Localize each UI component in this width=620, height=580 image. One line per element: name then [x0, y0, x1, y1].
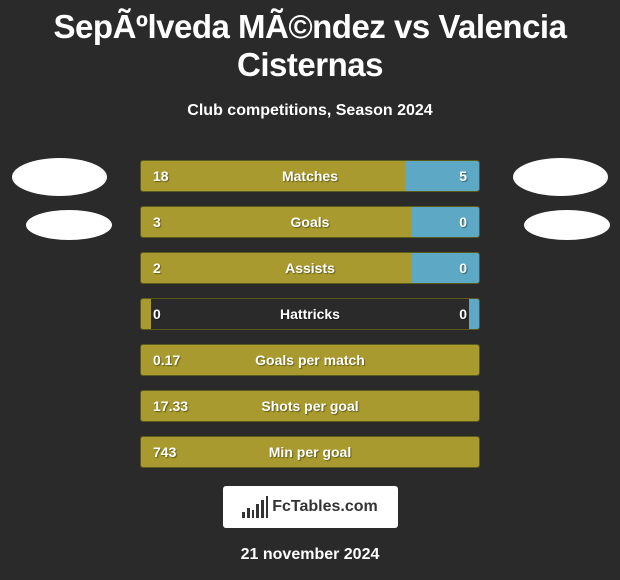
- footer-brand-badge: FcTables.com: [223, 486, 398, 528]
- stat-bar-right: [469, 299, 479, 329]
- stat-row: 3 Goals 0: [140, 206, 480, 238]
- team-badge-right-1: [513, 158, 608, 196]
- stats-rows: 18 Matches 5 3 Goals 0 2 Assists 0 0 Hattricks 0 0.1…: [140, 160, 480, 468]
- stat-value-left: 0: [153, 306, 161, 322]
- stat-bar-right: [411, 253, 479, 283]
- subtitle: Club competitions, Season 2024: [0, 102, 620, 120]
- stat-label: Assists: [285, 260, 335, 276]
- stat-row: 2 Assists 0: [140, 252, 480, 284]
- stat-label: Goals: [291, 214, 330, 230]
- footer-date: 21 november 2024: [0, 546, 620, 564]
- stat-value-right: 0: [459, 260, 467, 276]
- stat-bar-right: [411, 207, 479, 237]
- stat-row: 18 Matches 5: [140, 160, 480, 192]
- stat-value-left: 0.17: [153, 352, 180, 368]
- stat-value-right: 0: [459, 214, 467, 230]
- stat-value-right: 0: [459, 306, 467, 322]
- team-badge-left-2: [26, 210, 112, 240]
- stat-label: Shots per goal: [261, 398, 358, 414]
- chart-icon: [242, 496, 268, 518]
- stat-bar-left: [141, 161, 405, 191]
- stat-bar-left: [141, 299, 151, 329]
- comparison-area: 18 Matches 5 3 Goals 0 2 Assists 0 0 Hattricks 0 0.1…: [0, 160, 620, 468]
- stat-value-left: 3: [153, 214, 161, 230]
- stat-value-left: 18: [153, 168, 169, 184]
- stat-row: 17.33 Shots per goal: [140, 390, 480, 422]
- stat-row: 743 Min per goal: [140, 436, 480, 468]
- stat-label: Hattricks: [280, 306, 340, 322]
- stat-row: 0 Hattricks 0: [140, 298, 480, 330]
- footer-brand-text: FcTables.com: [272, 498, 378, 516]
- comparison-infographic: SepÃºlveda MÃ©ndez vs Valencia Cisternas…: [0, 0, 620, 580]
- stat-label: Min per goal: [269, 444, 351, 460]
- team-badge-right-2: [524, 210, 610, 240]
- stat-value-left: 2: [153, 260, 161, 276]
- team-badge-left-1: [12, 158, 107, 196]
- stat-value-left: 17.33: [153, 398, 188, 414]
- stat-bar-right: [405, 161, 479, 191]
- stat-bar-left: [141, 253, 411, 283]
- stat-value-left: 743: [153, 444, 176, 460]
- stat-bar-left: [141, 207, 411, 237]
- stat-label: Goals per match: [255, 352, 365, 368]
- stat-value-right: 5: [459, 168, 467, 184]
- page-title: SepÃºlveda MÃ©ndez vs Valencia Cisternas: [0, 0, 620, 84]
- stat-row: 0.17 Goals per match: [140, 344, 480, 376]
- stat-label: Matches: [282, 168, 338, 184]
